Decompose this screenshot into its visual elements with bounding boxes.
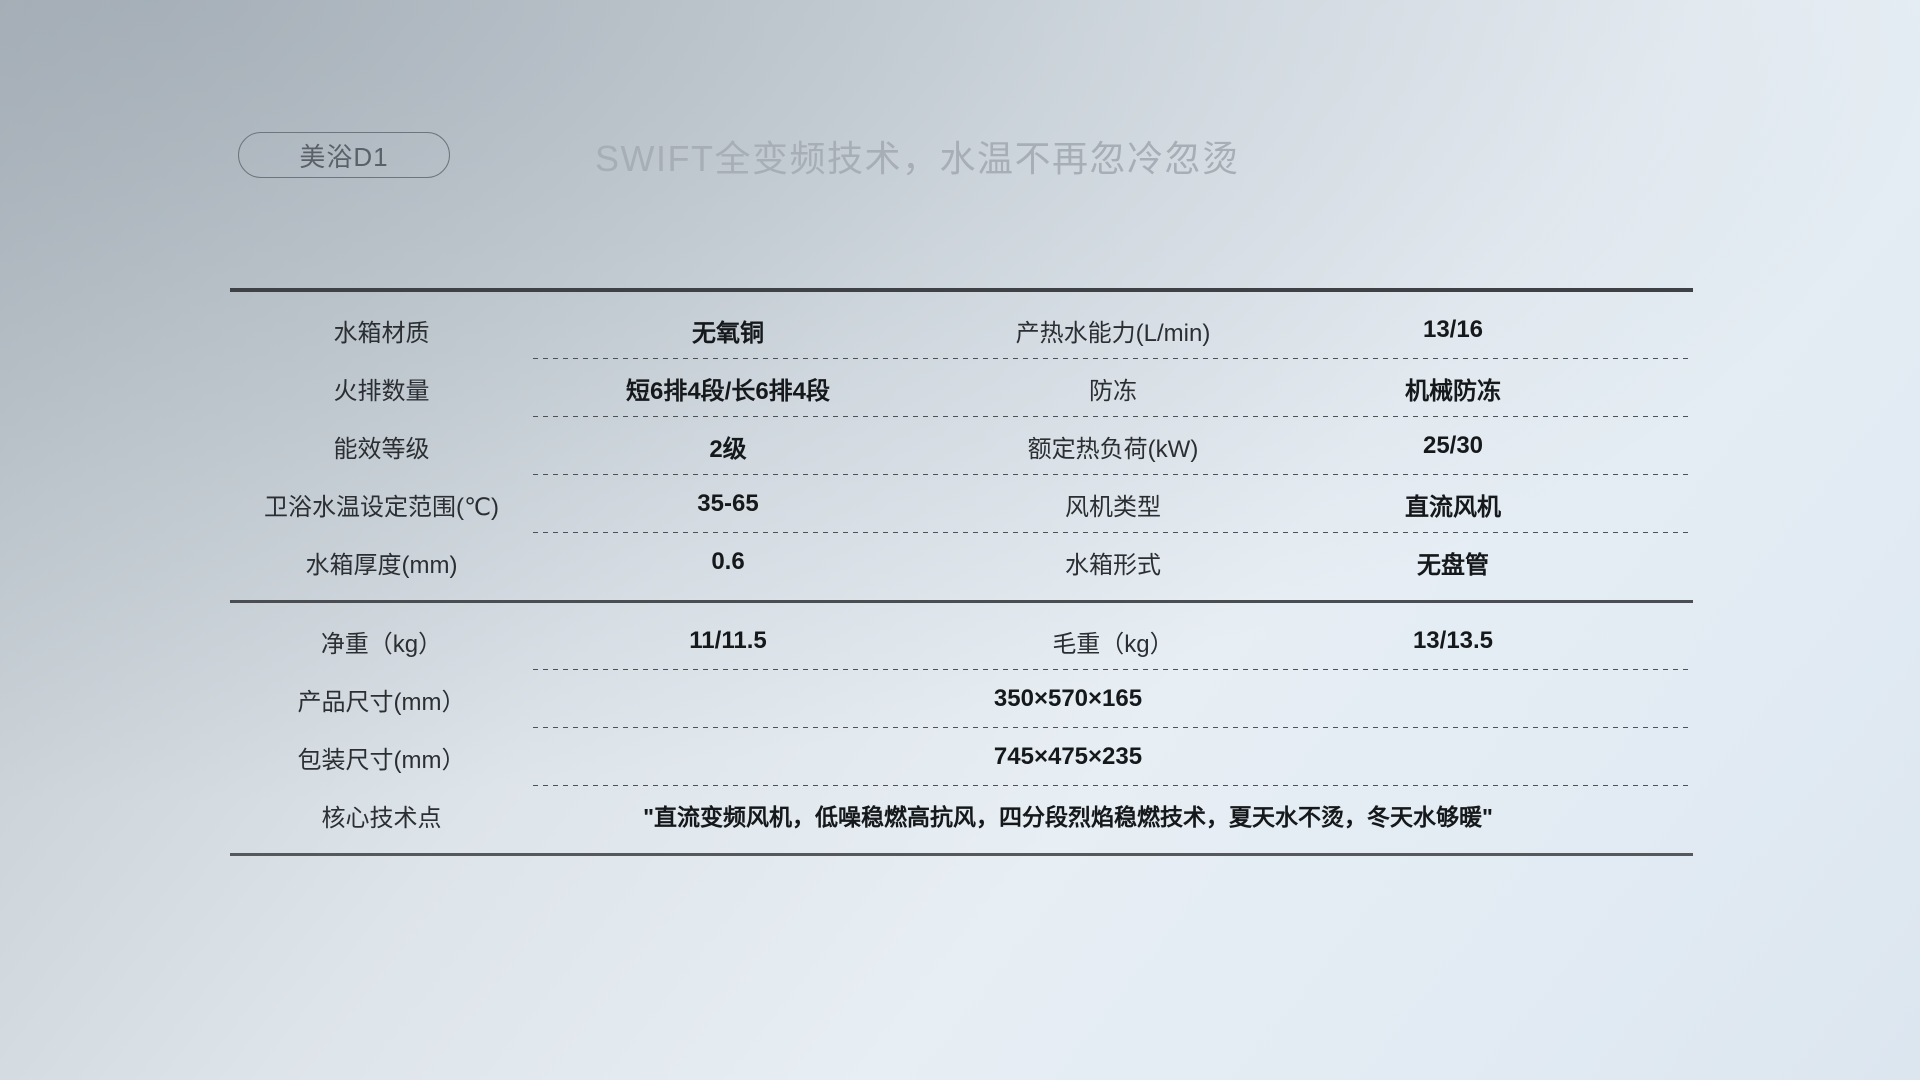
spec-value-span: 350×570×165: [993, 685, 1143, 712]
spec-row: 水箱厚度(mm) 0.6 水箱形式 无盘管: [230, 533, 1693, 591]
spec-section-upper: 水箱材质 无氧铜 产热水能力(L/min) 13/16 火排数量 短6排4段/长6排4段 防…: [230, 301, 1693, 591]
spec-row: 包装尺寸(mm） 745×475×235: [230, 728, 1693, 786]
row-separator: [533, 532, 1693, 533]
spec-label-secondary: 防冻: [1089, 377, 1137, 405]
spec-row: 火排数量 短6排4段/长6排4段 防冻 机械防冻: [230, 359, 1693, 417]
product-model-label: 美浴D1: [299, 141, 389, 172]
specification-table: 水箱材质 无氧铜 产热水能力(L/min) 13/16 火排数量 短6排4段/长6排4段 防…: [230, 288, 1693, 856]
spec-value-secondary: 13/13.5: [1412, 627, 1494, 654]
spec-value: 2级: [709, 435, 747, 463]
row-separator: [533, 727, 1693, 728]
spec-value-span: "直流变频风机，低噪稳燃高抗风，四分段烈焰稳燃技术，夏天水不烫，冬天水够暖": [643, 804, 1493, 830]
spec-value-secondary: 直流风机: [1405, 493, 1501, 521]
spec-label-secondary: 毛重（kg）: [1052, 630, 1174, 658]
product-model-badge: 美浴D1: [238, 132, 450, 178]
spec-value-secondary: 机械防冻: [1405, 377, 1501, 405]
row-separator: [533, 416, 1693, 417]
spec-value: 短6排4段/长6排4段: [625, 377, 831, 405]
spec-row: 产品尺寸(mm） 350×570×165: [230, 670, 1693, 728]
spec-label-secondary: 额定热负荷(kW): [1027, 435, 1199, 463]
spec-row: 净重（kg） 11/11.5 毛重（kg） 13/13.5: [230, 612, 1693, 670]
spec-value-secondary: 25/30: [1422, 432, 1484, 459]
spec-value-secondary: 无盘管: [1417, 551, 1489, 579]
spec-label: 核心技术点: [321, 804, 442, 832]
spec-label-secondary: 风机类型: [1065, 493, 1161, 521]
table-middle-rule: [230, 600, 1693, 603]
spec-label-secondary: 产热水能力(L/min): [1015, 319, 1211, 347]
spec-label: 水箱材质: [333, 319, 430, 347]
spec-label: 产品尺寸(mm）: [297, 688, 466, 716]
spec-value: 无氧铜: [692, 319, 764, 347]
spec-label: 能效等级: [333, 435, 430, 463]
row-separator: [533, 358, 1693, 359]
spec-row: 核心技术点 "直流变频风机，低噪稳燃高抗风，四分段烈焰稳燃技术，夏天水不烫，冬天水…: [230, 786, 1693, 844]
spec-value-secondary: 13/16: [1422, 316, 1484, 343]
spec-row: 水箱材质 无氧铜 产热水能力(L/min) 13/16: [230, 301, 1693, 359]
spec-label: 火排数量: [333, 377, 430, 405]
table-top-rule: [230, 288, 1693, 292]
spec-value: 11/11.5: [689, 627, 767, 654]
page-headline: SWIFT全变频技术，水温不再忽冷忽烫: [595, 138, 1240, 179]
spec-label: 卫浴水温设定范围(℃): [264, 493, 499, 521]
spec-label: 净重（kg）: [320, 630, 443, 658]
spec-label-secondary: 水箱形式: [1065, 551, 1161, 579]
spec-label: 水箱厚度(mm): [305, 551, 458, 579]
row-separator: [533, 785, 1693, 786]
page-header: 美浴D1 SWIFT全变频技术，水温不再忽冷忽烫: [0, 132, 1920, 202]
spec-row: 卫浴水温设定范围(℃) 35-65 风机类型 直流风机: [230, 475, 1693, 533]
table-bottom-rule: [230, 853, 1693, 856]
spec-section-lower: 净重（kg） 11/11.5 毛重（kg） 13/13.5 产品尺寸(mm） 350×57…: [230, 612, 1693, 844]
spec-value: 0.6: [711, 548, 745, 575]
spec-value-span: 745×475×235: [993, 743, 1143, 770]
spec-value: 35-65: [697, 490, 759, 517]
row-separator: [533, 474, 1693, 475]
row-separator: [533, 669, 1693, 670]
spec-label: 包装尺寸(mm）: [297, 746, 466, 774]
spec-row: 能效等级 2级 额定热负荷(kW) 25/30: [230, 417, 1693, 475]
